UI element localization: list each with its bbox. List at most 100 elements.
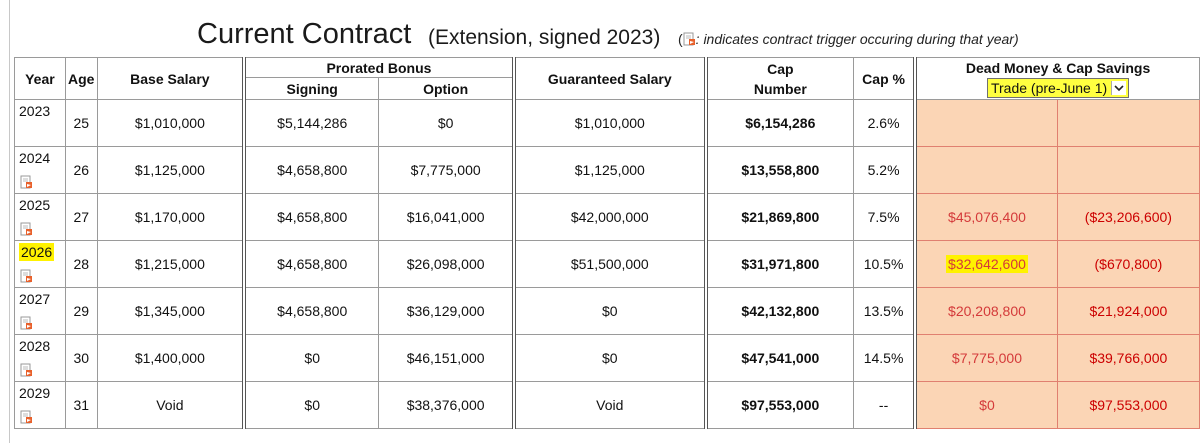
scenario-select-value: Trade (pre-June 1): [990, 79, 1108, 96]
cell-cap-number: $13,558,800: [705, 146, 854, 194]
cell-dead-money: $20,208,800: [914, 287, 1058, 335]
cell-cap-number: $47,541,000: [705, 334, 854, 382]
cell-cap-number: $31,971,800: [705, 240, 854, 288]
cell-guaranteed: $0: [513, 287, 708, 335]
contract-table: Year Age Base Salary Prorated Bonus Guar…: [14, 57, 1200, 429]
cell-year: 2029: [14, 381, 66, 429]
table-row: 2023 25 $1,010,000 $5,144,286 $0 $1,010,000 $6…: [14, 99, 1200, 147]
dead-money-value: $45,076,400: [948, 209, 1026, 225]
cell-cap-number: $97,553,000: [705, 381, 854, 429]
cell-year: 2028: [14, 334, 66, 382]
year-value: 2023: [19, 103, 51, 119]
legend-note-open: (: [678, 31, 683, 47]
header-guaranteed-salary: Guaranteed Salary: [513, 57, 708, 100]
dead-money-value: $0: [979, 397, 995, 413]
header-cap-line2: Number: [753, 80, 807, 97]
year-value: 2025: [19, 197, 51, 213]
contract-trigger-icon: [20, 410, 33, 425]
cell-cap-number: $21,869,800: [705, 193, 854, 241]
year-value: 2026: [19, 243, 55, 261]
cell-option: $46,151,000: [378, 334, 516, 382]
table-row: 2028 30 $1,400,000 $0 $46,151,000 $0 $47,541,0…: [14, 334, 1200, 382]
cell-dead-money: $45,076,400: [914, 193, 1058, 241]
cell-dead-money: $0: [914, 381, 1058, 429]
header-base-salary: Base Salary: [96, 57, 247, 100]
cell-dead-money: $32,642,600: [914, 240, 1058, 288]
cell-option: $7,775,000: [378, 146, 516, 194]
cell-option: $36,129,000: [378, 287, 516, 335]
table-row: 2027 29 $1,345,000 $4,658,800 $36,129,000 $0 $…: [14, 287, 1200, 335]
cell-year: 2023: [14, 99, 66, 147]
dead-money-value: $7,775,000: [951, 350, 1022, 366]
cell-guaranteed: $1,125,000: [513, 146, 708, 194]
table-row: 2025 27 $1,170,000 $4,658,800 $16,041,000 $42…: [14, 193, 1200, 241]
cell-year: 2026: [14, 240, 66, 288]
cell-option: $38,376,000: [378, 381, 516, 429]
chevron-down-icon: [1111, 80, 1127, 95]
cell-guaranteed: Void: [513, 381, 708, 429]
header-dead-money: Dead Money & Cap Savings Trade (pre-June…: [914, 57, 1200, 100]
cell-option: $26,098,000: [378, 240, 516, 288]
cell-cap-pct: 7.5%: [852, 193, 918, 241]
table-row: 2026 28 $1,215,000 $4,658,800 $26,098,000 $51…: [14, 240, 1200, 288]
cell-cap-savings: [1056, 99, 1200, 147]
cell-cap-number: $6,154,286: [705, 99, 854, 147]
page-left-rule: [9, 0, 10, 443]
cell-cap-pct: --: [852, 381, 918, 429]
cell-signing: $4,658,800: [243, 240, 380, 288]
cell-cap-pct: 2.6%: [852, 99, 918, 147]
contract-trigger-icon: [683, 32, 696, 47]
cell-age: 26: [64, 146, 98, 194]
cell-cap-pct: 13.5%: [852, 287, 918, 335]
cell-cap-pct: 14.5%: [852, 334, 918, 382]
cell-option: $0: [378, 99, 516, 147]
contract-rows: 2023 25 $1,010,000 $5,144,286 $0 $1,010,000 $6…: [14, 99, 1200, 429]
cell-base-salary: Void: [96, 381, 247, 429]
cell-year: 2024: [14, 146, 66, 194]
page-subtitle: (Extension, signed 2023): [428, 26, 661, 49]
contract-trigger-icon: [20, 316, 33, 331]
header-signing: Signing: [243, 77, 380, 100]
cell-cap-number: $42,132,800: [705, 287, 854, 335]
scenario-select[interactable]: Trade (pre-June 1): [986, 77, 1130, 98]
header-age: Age: [64, 57, 98, 100]
cell-age: 30: [64, 334, 98, 382]
dead-money-value: $32,642,600: [946, 255, 1028, 273]
cell-dead-money: [914, 146, 1058, 194]
table-row: 2029 31 Void $0 $38,376,000 Void $97,553,000 --…: [14, 381, 1200, 429]
cell-base-salary: $1,010,000: [96, 99, 247, 147]
legend-note-desc: : indicates contract trigger occuring du…: [695, 31, 1019, 47]
cell-signing: $0: [243, 334, 380, 382]
cell-age: 25: [64, 99, 98, 147]
cell-age: 28: [64, 240, 98, 288]
cell-signing: $4,658,800: [243, 287, 380, 335]
header-option: Option: [378, 77, 516, 100]
cell-option: $16,041,000: [378, 193, 516, 241]
cell-cap-savings: ($670,800): [1056, 240, 1200, 288]
header-year: Year: [14, 57, 66, 100]
header-prorated-bonus: Prorated Bonus: [243, 57, 516, 78]
cell-signing: $0: [243, 381, 380, 429]
cell-cap-pct: 10.5%: [852, 240, 918, 288]
table-row: 2024 26 $1,125,000 $4,658,800 $7,775,000 $1,1…: [14, 146, 1200, 194]
cell-dead-money: $7,775,000: [914, 334, 1058, 382]
cell-signing: $4,658,800: [243, 193, 380, 241]
cell-dead-money: [914, 99, 1058, 147]
cell-base-salary: $1,345,000: [96, 287, 247, 335]
dead-money-value: $20,208,800: [948, 303, 1026, 319]
cell-base-salary: $1,170,000: [96, 193, 247, 241]
year-value: 2028: [19, 338, 51, 354]
contract-trigger-icon: [20, 269, 33, 284]
page-title: Current Contract: [197, 18, 412, 50]
cell-year: 2027: [14, 287, 66, 335]
title-row: Current Contract (Extension, signed 2023…: [0, 14, 1200, 54]
cell-base-salary: $1,400,000: [96, 334, 247, 382]
year-value: 2027: [19, 291, 51, 307]
cell-guaranteed: $51,500,000: [513, 240, 708, 288]
header-cap-number: Cap Number: [705, 57, 854, 100]
header-cap-line1: Cap: [767, 60, 794, 77]
cell-cap-savings: $39,766,000: [1056, 334, 1200, 382]
cell-cap-savings: $21,924,000: [1056, 287, 1200, 335]
cell-cap-savings: ($23,206,600): [1056, 193, 1200, 241]
legend-note: ( : indicates contract trigger occuring d…: [678, 31, 1019, 47]
